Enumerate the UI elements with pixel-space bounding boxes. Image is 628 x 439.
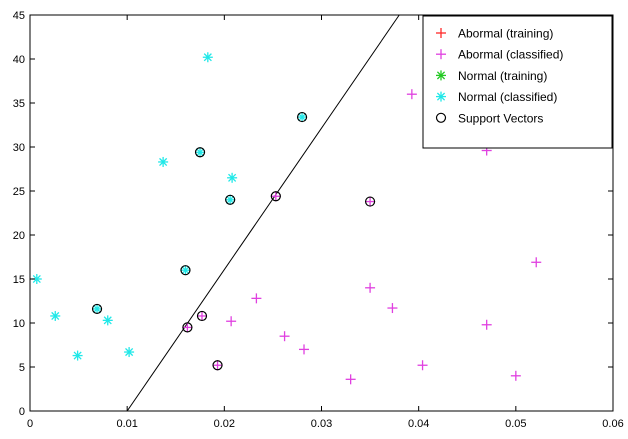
legend-marker xyxy=(435,112,447,123)
decision-boundary-line xyxy=(126,14,400,412)
data-point-support-vectors xyxy=(270,191,281,202)
data-point-support-vectors xyxy=(194,147,206,158)
legend-marker xyxy=(436,28,446,38)
legend-label: Normal (classified) xyxy=(458,90,557,104)
data-point-abormal-classified xyxy=(196,310,207,321)
data-point-abormal-classified xyxy=(387,303,398,314)
legend-label: Support Vectors xyxy=(458,111,543,125)
x-tick-label: 0.03 xyxy=(311,418,332,430)
legend: Abormal (training) Abormal (classified) No… xyxy=(422,15,613,149)
legend-box xyxy=(422,15,613,149)
y-tick-label: 0 xyxy=(19,406,25,418)
data-point-normal-classified xyxy=(31,274,42,284)
y-tick-label: 35 xyxy=(13,98,25,110)
legend-label: Normal (training) xyxy=(458,69,547,83)
data-point-abormal-classified xyxy=(481,319,492,330)
y-tick-label: 45 xyxy=(13,10,25,22)
data-points-layer xyxy=(31,52,542,385)
x-tick-label: 0 xyxy=(27,418,33,430)
legend-label: Abormal (classified) xyxy=(458,48,563,62)
data-point-support-vectors xyxy=(225,194,236,205)
data-point-normal-classified xyxy=(180,265,191,276)
data-point-normal-classified xyxy=(158,156,169,167)
data-point-support-vectors xyxy=(212,360,223,371)
decision-boundary-layer xyxy=(126,14,400,412)
y-tick-label: 10 xyxy=(13,318,25,330)
data-point-abormal-classified xyxy=(270,191,281,202)
data-point-support-vectors xyxy=(296,111,308,123)
data-point-abormal-classified xyxy=(226,316,237,327)
data-point-normal-classified xyxy=(227,172,238,183)
data-point-support-vectors xyxy=(91,303,103,315)
data-point-support-vectors xyxy=(364,196,376,207)
data-point-abormal-classified xyxy=(212,360,223,371)
data-point-abormal-classified xyxy=(417,360,428,371)
data-point-normal-classified xyxy=(92,303,103,314)
data-point-normal-classified xyxy=(72,350,83,361)
x-tick-label: 0.06 xyxy=(602,418,623,430)
data-point-support-vectors xyxy=(180,265,191,276)
data-point-support-vectors xyxy=(196,310,208,322)
axis-ticks-layer: 0 0.01 0.02 0.03 0.04 0.05 0.06 0 5 10 15 20 25 30 35 4… xyxy=(13,10,624,430)
data-point-abormal-classified xyxy=(345,374,356,385)
data-point-abormal-classified xyxy=(365,196,376,207)
data-point-abormal-classified xyxy=(251,293,262,304)
legend-marker xyxy=(436,70,446,81)
data-point-abormal-classified xyxy=(406,89,417,100)
data-point-abormal-classified xyxy=(182,322,193,333)
x-tick-label: 0.04 xyxy=(408,418,429,430)
y-tick-label: 30 xyxy=(13,142,25,154)
y-tick-label: 40 xyxy=(13,54,25,66)
legend-marker xyxy=(436,49,446,60)
data-point-normal-classified xyxy=(297,112,308,123)
x-tick-label: 0.01 xyxy=(116,418,137,430)
y-tick-label: 5 xyxy=(19,362,25,374)
data-point-abormal-classified xyxy=(279,331,290,342)
data-point-normal-classified xyxy=(124,347,135,358)
x-tick-label: 0.05 xyxy=(505,418,526,430)
legend-marker xyxy=(436,91,446,102)
data-point-abormal-classified xyxy=(299,344,310,355)
data-point-normal-classified xyxy=(195,147,206,158)
y-tick-label: 15 xyxy=(13,274,25,286)
data-point-normal-classified xyxy=(225,194,236,205)
data-point-normal-classified xyxy=(202,52,213,63)
y-tick-label: 25 xyxy=(13,186,25,198)
legend-label: Abormal (training) xyxy=(458,27,553,41)
data-point-normal-classified xyxy=(50,310,61,321)
data-point-abormal-classified xyxy=(365,282,376,293)
data-point-abormal-classified xyxy=(531,257,542,268)
x-tick-label: 0.02 xyxy=(214,418,235,430)
data-point-abormal-classified xyxy=(510,370,521,381)
y-tick-label: 20 xyxy=(13,230,25,242)
data-point-normal-classified xyxy=(102,315,113,326)
data-point-support-vectors xyxy=(182,322,193,333)
